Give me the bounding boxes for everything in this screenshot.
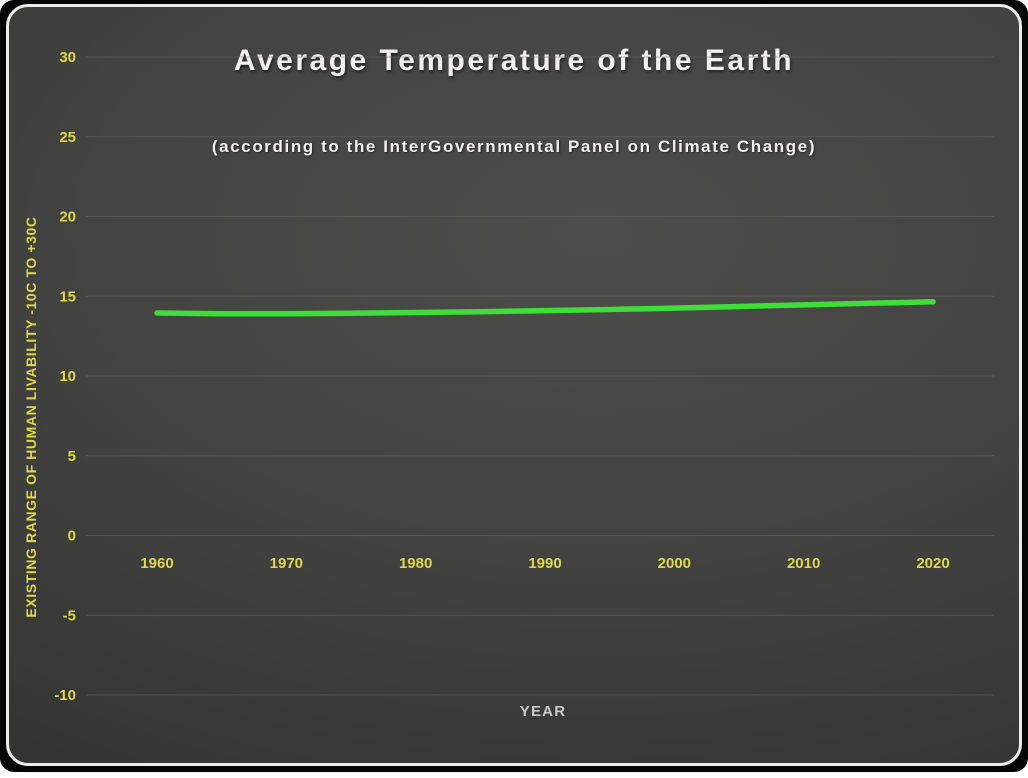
y-tick-label: 30: [59, 49, 76, 66]
temperature-line: [154, 299, 936, 317]
x-axis-title: YEAR: [519, 703, 567, 720]
x-tick-label: 1970: [270, 555, 303, 572]
y-tick-label: 15: [59, 288, 76, 305]
y-tick-label: 20: [59, 209, 76, 226]
x-tick-label: 2000: [658, 555, 691, 572]
y-tick-label: 10: [59, 368, 76, 385]
y-tick-label: 0: [68, 528, 76, 545]
x-tick-label: 2010: [787, 555, 820, 572]
y-tick-label: -10: [54, 687, 76, 704]
x-tick-label: 1960: [140, 555, 173, 572]
y-tick-label: -5: [63, 607, 76, 624]
chart-frame: [6, 4, 1022, 766]
x-tick-label: 2020: [916, 555, 949, 572]
x-tick-label: 1980: [399, 555, 432, 572]
x-tick-label: 1990: [528, 555, 561, 572]
y-tick-label: 25: [59, 129, 76, 146]
chart-title: Average Temperature of the Earth: [233, 44, 795, 77]
chart-subtitle: (according to the InterGovernmental Pane…: [211, 137, 817, 156]
y-tick-label: 5: [68, 448, 76, 465]
